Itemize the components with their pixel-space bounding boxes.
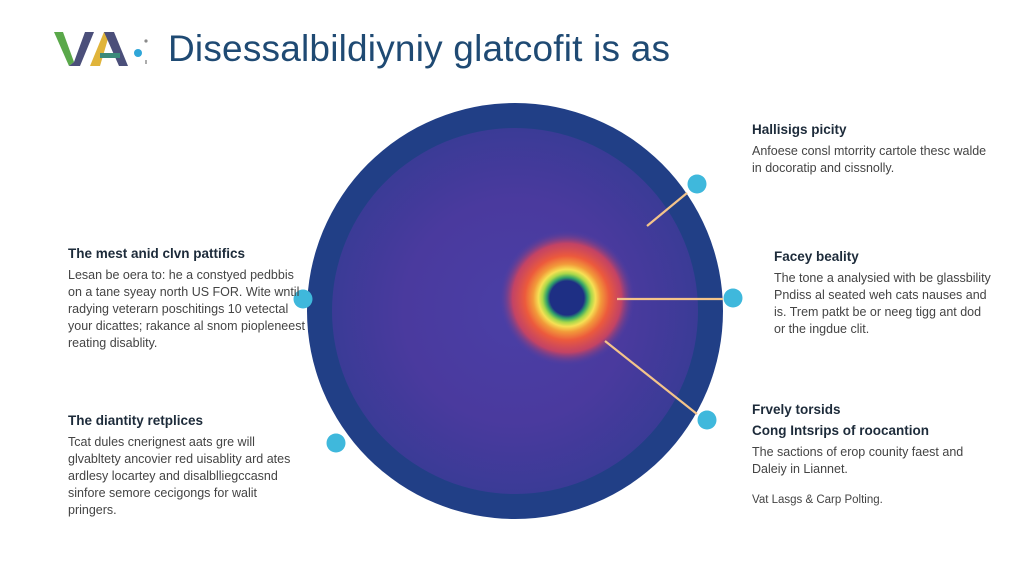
panel-heading: Facey beality <box>774 249 859 264</box>
node-middle-right[interactable] <box>723 288 743 308</box>
node-bottom-left[interactable] <box>326 433 346 453</box>
panel-body: Anfoese consl mtorrity cartole thesc wal… <box>752 144 987 175</box>
panel-heading: Hallisigs picity <box>752 122 847 137</box>
panel-heading: The mest anid clvn pattifics <box>68 246 246 261</box>
panel-footnote: Vat Lasgs & Carp Polting. <box>752 494 883 506</box>
logo <box>52 26 162 72</box>
node-bottom-right[interactable] <box>697 410 717 430</box>
panel-subheading: Cong Intsrips of roocantion <box>752 423 929 438</box>
panel-body: Tcat dules cnerignest aats gre will glva… <box>68 435 291 517</box>
connector-top-right <box>646 192 688 227</box>
panel-bottom-left: The diantity retplices Tcat dules cnerig… <box>68 413 308 519</box>
panel-bottom-right: Frvely torsids Cong Intsrips of roocanti… <box>752 402 992 509</box>
node-middle-left[interactable] <box>293 289 313 309</box>
panel-top-right: Hallisigs picity Anfoese consl mtorrity … <box>752 122 992 177</box>
panel-heading: Frvely torsids <box>752 402 841 417</box>
node-top-right[interactable] <box>687 174 707 194</box>
header: Disessalbildiyniy glatcofit is as <box>52 24 670 74</box>
connector-bottom-right <box>604 340 698 415</box>
hotspot-core <box>550 281 584 315</box>
page-title: Disessalbildiyniy glatcofit is as <box>168 28 671 69</box>
panel-body: The sactions of erop counity faest and D… <box>752 445 964 476</box>
va-logo-icon <box>54 32 148 66</box>
panel-body: The tone a analysied with be glassbility… <box>774 271 991 336</box>
panel-body: Lesan be oera to: he a constyed pedbbis … <box>68 268 305 350</box>
panel-middle-right: Facey beality The tone a analysied with … <box>774 249 994 338</box>
panel-heading: The diantity retplices <box>68 413 204 428</box>
panel-middle-left: The mest anid clvn pattifics Lesan be oe… <box>68 246 308 352</box>
